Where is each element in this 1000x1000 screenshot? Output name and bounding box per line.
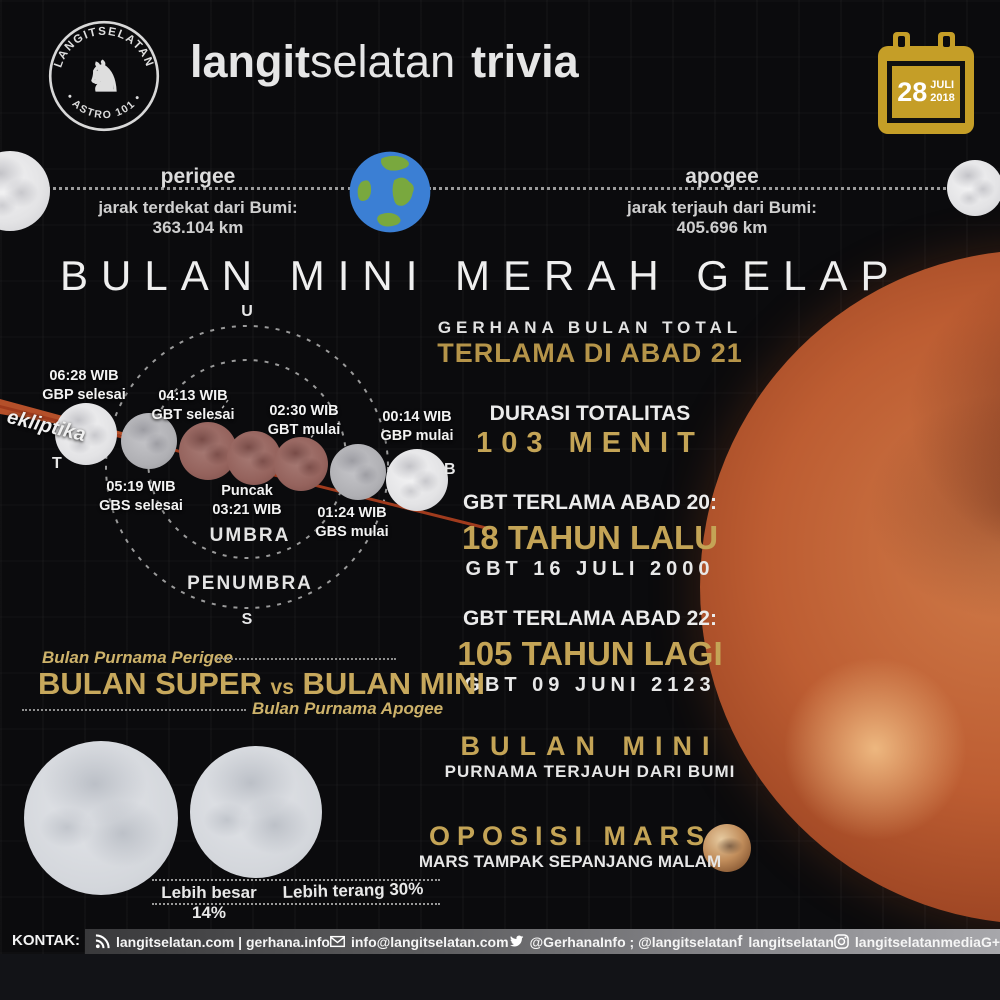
perigee-caption: Bulan Purnama Perigee	[42, 648, 233, 667]
duration-label: DURASI TOTALITAS	[489, 402, 691, 425]
oposisi-mars-title: OPOSISI MARS	[428, 821, 712, 851]
apogee-caption: Bulan Purnama Apogee	[252, 699, 444, 718]
fact-headline: TERLAMA DI ABAD 21	[437, 338, 743, 368]
abad22-detail: GBT 09 JUNI 2123	[464, 674, 716, 696]
compass-north: U	[241, 303, 253, 320]
langitselatan-logo: LANGITSELATAN • ASTRO 101 • ♞	[48, 20, 160, 132]
apogee-label: apogee	[685, 165, 759, 188]
abad20-value: 18 TAHUN LALU	[461, 519, 719, 556]
compass-south: S	[241, 611, 253, 628]
kontak-label: KONTAK:	[12, 932, 81, 949]
calendar-month: JULI	[930, 79, 955, 92]
orbit-dotted-line	[46, 187, 352, 190]
bottom-strip	[0, 954, 1000, 1000]
logo-horse-rider-icon: ♞	[85, 53, 123, 100]
event-label-puncak: Puncak 03:21 WIB	[212, 483, 282, 518]
brand-suffix: trivia	[471, 36, 579, 87]
instagram-link[interactable]: langitselatanmedia	[834, 934, 981, 950]
perigee-distance: jarak terdekat dari Bumi: 363.104 km	[98, 198, 298, 237]
apogee-distance: jarak terjauh dari Bumi: 405.696 km	[627, 198, 817, 237]
brand-light: selatan	[310, 36, 456, 87]
googleplus-link[interactable]: G+LangitselatanMedia	[981, 934, 1000, 950]
facebook-icon: f	[737, 933, 743, 950]
dotted-rule	[216, 658, 396, 660]
mars-image	[703, 824, 751, 872]
dotted-rule	[152, 903, 440, 905]
calendar-tab	[893, 32, 910, 58]
comparison-heading: BULAN SUPER vs BULAN MINI	[38, 666, 486, 701]
moon-phase-gbs-mulai	[330, 444, 386, 500]
facebook-link[interactable]: f langitselatan	[737, 933, 834, 950]
size-difference-label: Lebih besar 14%	[161, 883, 257, 922]
dotted-rule	[22, 709, 246, 711]
calendar-tab	[938, 32, 955, 58]
abad20-detail: GBT 16 JULI 2000	[465, 558, 715, 580]
brand-bold: langit	[190, 36, 310, 87]
compass-west: B	[444, 461, 456, 478]
abad22-label: GBT TERLAMA ABAD 22:	[463, 607, 717, 630]
envelope-icon	[330, 934, 345, 949]
apogee-label-group: apogee jarak terjauh dari Bumi: 405.696 …	[602, 165, 842, 238]
fact-eyebrow: GERHANA BULAN TOTAL	[437, 318, 743, 337]
event-label: 05:19 WIB GBS selesai	[99, 479, 183, 514]
abad20-label: GBT TERLAMA ABAD 20:	[463, 491, 717, 514]
penumbra-label: PENUMBRA	[187, 573, 313, 594]
calendar-icon: 28 JULI 2018	[878, 32, 974, 134]
rss-icon	[95, 934, 110, 949]
email-link[interactable]: info@langitselatan.com	[330, 934, 509, 950]
perigee-label: perigee	[160, 165, 236, 188]
instagram-icon	[834, 934, 849, 949]
orbit-dotted-line	[428, 187, 946, 190]
calendar-date: 28 JULI 2018	[887, 61, 965, 123]
duration-value: 103 MENIT	[476, 427, 704, 459]
earth-icon	[349, 151, 431, 233]
contact-bar: langitselatan.com | gerhana.info info@la…	[85, 929, 1000, 954]
calendar-year: 2018	[930, 92, 955, 104]
abad22-value: 105 TAHUN LAGI	[457, 635, 723, 672]
twitter-icon	[509, 934, 524, 949]
perigee-label-group: perigee jarak terdekat dari Bumi: 363.10…	[78, 165, 318, 238]
googleplus-handle: G+LangitselatanMedia	[980, 933, 1000, 950]
bulan-mini-detail: PURNAMA TERJAUH DARI BUMI	[444, 762, 736, 781]
twitter-link[interactable]: @GerhanaInfo ; @langitselatan	[509, 934, 737, 950]
calendar-day: 28	[897, 76, 928, 107]
dotted-rule	[152, 879, 440, 881]
event-label: 04:13 WIB GBT selesai	[151, 388, 235, 423]
oposisi-mars-detail: MARS TAMPAK SEPANJANG MALAM	[418, 852, 722, 871]
bulan-mini-title: BULAN MINI	[460, 731, 720, 761]
mini-moon-image	[190, 746, 322, 878]
apogee-moon	[947, 160, 1000, 216]
event-label: 06:28 WIB GBP selesai	[42, 368, 126, 403]
umbra-label: UMBRA	[209, 525, 291, 546]
event-label: 02:30 WIB GBT mulai	[267, 403, 341, 438]
compass-east: T	[52, 455, 62, 472]
super-moon-image	[24, 741, 178, 895]
brand-title: langitselatan trivia	[190, 36, 579, 88]
page-title: BULAN MINI MERAH GELAP	[60, 252, 902, 299]
brightness-difference-label: Lebih terang 30%	[282, 879, 424, 902]
website-link[interactable]: langitselatan.com | gerhana.info	[95, 934, 330, 950]
